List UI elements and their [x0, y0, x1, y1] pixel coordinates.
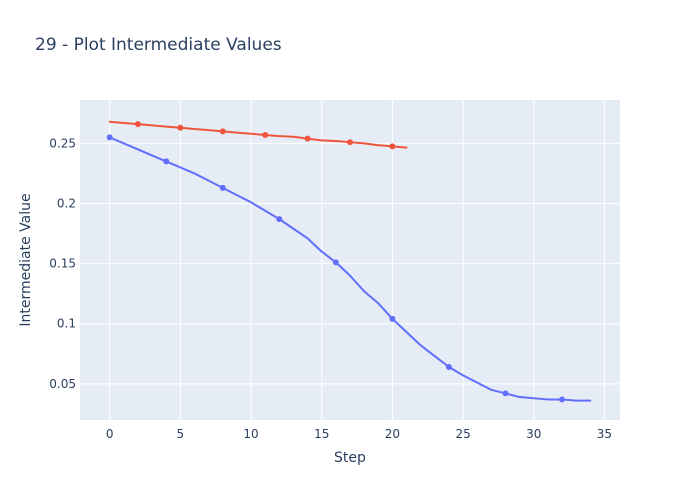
series-1	[108, 120, 408, 150]
plot-area	[80, 100, 620, 420]
series-line	[108, 136, 592, 402]
data-point[interactable]	[262, 131, 269, 138]
y-tick-label: 0.25	[49, 136, 76, 150]
series-layer	[106, 120, 592, 403]
data-point[interactable]	[219, 184, 226, 191]
data-point[interactable]	[163, 158, 170, 165]
data-point[interactable]	[389, 143, 396, 150]
data-point[interactable]	[177, 124, 184, 131]
data-point[interactable]	[389, 315, 396, 322]
data-point[interactable]	[276, 216, 283, 223]
x-axis-title: Step	[334, 450, 366, 466]
data-point[interactable]	[106, 134, 113, 141]
x-tick-label: 5	[177, 427, 185, 441]
data-point[interactable]	[304, 135, 311, 142]
y-tick-label: 0.15	[49, 257, 76, 271]
data-point[interactable]	[502, 390, 509, 397]
data-point[interactable]	[347, 139, 353, 146]
series-line	[108, 120, 408, 149]
y-axis-title: Intermediate Value	[18, 193, 34, 326]
x-tick-label: 0	[106, 427, 114, 441]
data-point[interactable]	[445, 363, 452, 370]
series-0	[106, 134, 592, 403]
x-tick-label: 35	[597, 427, 612, 441]
x-tick-label: 10	[243, 427, 258, 441]
x-tick-label: 25	[455, 427, 470, 441]
x-tick-label: 15	[314, 427, 329, 441]
tick-labels: 0 5 10 15 20 25 30 35 0.05 0.1 0.15 0.2 0.25	[49, 136, 612, 441]
data-point[interactable]	[219, 128, 226, 135]
data-point[interactable]	[134, 121, 141, 128]
chart-title: 29 - Plot Intermediate Values	[35, 35, 282, 55]
x-tick-label: 20	[385, 427, 400, 441]
x-tick-label: 30	[526, 427, 541, 441]
data-point[interactable]	[332, 259, 339, 266]
data-point[interactable]	[559, 396, 566, 403]
y-tick-label: 0.1	[57, 317, 76, 331]
y-tick-label: 0.2	[57, 197, 76, 211]
y-tick-label: 0.05	[49, 377, 76, 391]
